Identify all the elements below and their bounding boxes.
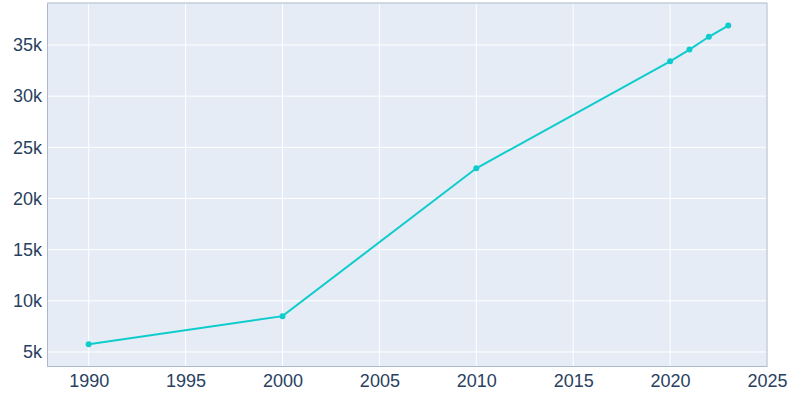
x-tick-label: 2010 [457, 371, 497, 391]
grid-line-y [47, 351, 767, 352]
plot-frame [767, 3, 768, 366]
plot-frame [47, 3, 767, 4]
x-tick: 2000 [263, 366, 303, 391]
marker [667, 58, 673, 64]
x-tick: 2020 [651, 366, 691, 391]
y-tick-label: 25k [13, 138, 43, 158]
grid-line-y [47, 300, 767, 301]
grid-line-x [282, 3, 283, 366]
grid-line-x [379, 3, 380, 366]
grid-line-x [185, 3, 186, 366]
grid-line-y [47, 249, 767, 250]
marker [725, 23, 731, 29]
x-tick: 2005 [360, 366, 400, 391]
x-tick: 2015 [554, 366, 594, 391]
axis-line [47, 4, 48, 367]
plot-area: 1990 1995 2000 2005 2010 2015 2020 2025 5k 10k 15k… [13, 3, 788, 391]
y-tick-label: 15k [13, 240, 43, 260]
y-tick-label: 5k [23, 342, 43, 362]
x-tick-label: 2015 [554, 371, 594, 391]
x-tick-label: 2000 [263, 371, 303, 391]
x-tick: 2010 [457, 366, 497, 391]
marker [686, 47, 692, 53]
grid [47, 3, 767, 366]
x-tick-label: 1990 [69, 371, 109, 391]
grid-line-x [670, 3, 671, 366]
x-tick-label: 2025 [747, 371, 787, 391]
x-axis: 1990 1995 2000 2005 2010 2015 2020 2025 [48, 366, 788, 391]
y-tick: 5k [23, 342, 47, 362]
grid-line-y [47, 147, 767, 148]
series [86, 23, 732, 348]
plot-background [47, 3, 767, 366]
y-tick-label: 35k [13, 35, 43, 55]
x-tick: 1990 [69, 366, 109, 391]
grid-line-x [573, 3, 574, 366]
marker [86, 341, 92, 347]
marker [279, 313, 285, 319]
line [89, 26, 729, 345]
x-tick-label: 1995 [166, 371, 206, 391]
axis-line [48, 366, 768, 367]
y-tick-label: 20k [13, 189, 43, 209]
grid-line-x [88, 3, 89, 366]
grid-line-x [767, 3, 768, 366]
grid-line-y [47, 44, 767, 45]
chart: 1990 1995 2000 2005 2010 2015 2020 2025 5k 10k 15k… [0, 0, 800, 400]
grid-line-y [47, 198, 767, 199]
x-tick-label: 2005 [360, 371, 400, 391]
y-axis: 5k 10k 15k 20k 25k 30k 35k [13, 4, 48, 367]
y-tick: 25k [13, 138, 47, 158]
grid-line-x [476, 3, 477, 366]
x-tick: 1995 [166, 366, 206, 391]
y-tick: 30k [13, 86, 47, 106]
y-tick-label: 10k [13, 291, 43, 311]
y-tick: 35k [13, 35, 47, 55]
x-tick: 2025 [747, 366, 787, 391]
y-tick-label: 30k [13, 86, 43, 106]
y-tick: 15k [13, 240, 47, 260]
y-tick: 10k [13, 291, 47, 311]
x-tick-label: 2020 [651, 371, 691, 391]
marker [706, 34, 712, 40]
marker [473, 165, 479, 171]
y-tick: 20k [13, 189, 47, 209]
grid-line-y [47, 96, 767, 97]
